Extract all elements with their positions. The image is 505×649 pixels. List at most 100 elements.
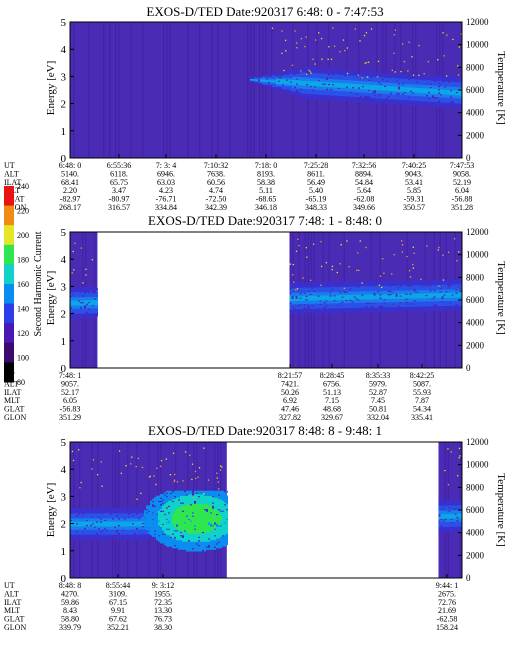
temperature-point — [426, 245, 428, 247]
y2-tick-label: 4000 — [466, 318, 485, 328]
colorbar-swatch — [4, 303, 14, 324]
y-tick-label: 5 — [61, 17, 67, 29]
colorbar-label: Second Harmonic Current — [33, 231, 44, 336]
temperature-point — [285, 50, 287, 52]
temperature-point — [378, 284, 381, 286]
temperature-point — [194, 470, 197, 473]
info-row-value: 4.74 — [209, 186, 223, 195]
temperature-point — [91, 259, 94, 261]
temperature-point — [82, 282, 84, 284]
temperature-point — [314, 63, 316, 65]
info-row-label: GLON — [4, 203, 26, 212]
temperature-point — [305, 36, 307, 38]
info-row-value: 5.11 — [259, 186, 273, 195]
info-row-value: 58.80 — [61, 615, 79, 624]
info-row-value: 5.85 — [407, 186, 421, 195]
temperature-point — [370, 28, 373, 30]
temperature-point — [72, 250, 74, 253]
temperature-point — [281, 30, 283, 32]
colorbar-tick-label: 160 — [17, 280, 29, 289]
y-tick-label: 2 — [61, 309, 67, 321]
info-row-value: -68.65 — [256, 195, 277, 204]
temperature-point — [72, 459, 75, 462]
temperature-point — [173, 480, 175, 483]
temperature-point — [207, 479, 210, 481]
panel-2: EXOS-D/TED Date:920317 7:48: 1 - 8:48: 0… — [4, 213, 505, 422]
info-row-label: GLAT — [4, 615, 25, 624]
temperature-point — [357, 252, 359, 254]
temperature-point — [401, 251, 404, 253]
y2-tick-label: 6000 — [466, 85, 485, 95]
info-row-value: 332.04 — [367, 413, 389, 422]
temperature-point — [309, 70, 311, 73]
info-row-label: GLAT — [4, 195, 25, 204]
info-row-value: 5087. — [413, 379, 431, 388]
temperature-point — [382, 258, 384, 260]
info-row-value: 6118. — [110, 169, 128, 178]
temperature-point — [182, 480, 184, 482]
info-row-label: ILAT — [4, 388, 21, 397]
info-row-value: 348.33 — [305, 203, 327, 212]
temperature-point — [443, 55, 445, 57]
temperature-point — [458, 447, 461, 450]
info-row-value: 7:25:28 — [304, 161, 328, 170]
temperature-point — [219, 469, 222, 471]
temperature-point — [217, 481, 219, 483]
temperature-point — [339, 51, 341, 53]
temperature-point — [450, 451, 452, 453]
temperature-point — [354, 28, 356, 30]
info-row-value: 7:48: 1 — [59, 371, 81, 380]
info-row-value: 2675. — [438, 589, 456, 598]
temperature-point — [294, 30, 296, 32]
y-tick-label: 4 — [61, 464, 67, 476]
temperature-point — [391, 69, 393, 72]
temperature-point — [216, 472, 218, 474]
temperature-point — [447, 251, 450, 254]
info-row-value: 334.84 — [155, 203, 177, 212]
temperature-point — [281, 52, 283, 54]
temperature-point — [346, 47, 349, 49]
info-row-value: -56.88 — [452, 195, 473, 204]
y-tick-label: 2 — [61, 99, 67, 111]
temperature-point — [357, 74, 359, 76]
temperature-point — [437, 249, 439, 251]
temperature-point — [359, 240, 361, 242]
temperature-point — [445, 75, 448, 77]
info-row-label: ALT — [4, 379, 19, 388]
panel-1-ylabel: Energy [eV] — [45, 61, 57, 115]
info-row-label: ILAT — [4, 178, 21, 187]
temperature-point — [216, 477, 218, 479]
temperature-point — [411, 56, 413, 58]
panel-1-plot-area: 0 1 2 3 4 5 0 2000 4000 6000 8000 10000 12000 UT 6:48:… — [4, 17, 489, 212]
panel-2-ylabel: Energy [eV] — [45, 271, 57, 325]
temperature-point — [330, 58, 333, 61]
info-row-label: MLT — [4, 606, 20, 615]
temperature-point — [438, 246, 440, 249]
info-row-value: 349.66 — [353, 203, 375, 212]
info-row-value: 8:42:25 — [410, 371, 434, 380]
info-row-value: 8:21:57 — [278, 371, 302, 380]
info-row-value: 5.40 — [309, 186, 323, 195]
info-row-value: -82.97 — [60, 195, 81, 204]
panel-2-title: EXOS-D/TED Date:920317 7:48: 1 - 8:48: 0 — [148, 213, 382, 228]
temperature-point — [336, 271, 338, 274]
temperature-point — [289, 263, 291, 265]
temperature-point — [343, 287, 346, 289]
info-row-value: 4.23 — [159, 186, 173, 195]
temperature-point — [407, 70, 409, 72]
temperature-point — [442, 279, 445, 281]
temperature-point — [437, 59, 439, 61]
y2-tick-label: 10000 — [466, 250, 489, 260]
info-row-value: 9.91 — [111, 606, 125, 615]
temperature-point — [444, 469, 446, 472]
temperature-point — [165, 458, 167, 460]
info-row-value: 68.41 — [61, 178, 79, 187]
temperature-point — [218, 488, 220, 490]
temperature-point — [458, 251, 460, 253]
info-row-label: ALT — [4, 169, 19, 178]
temperature-point — [304, 45, 306, 48]
info-row-value: 268.17 — [59, 203, 81, 212]
temperature-point — [327, 58, 329, 60]
info-row-value: 52.19 — [453, 178, 471, 187]
temperature-point — [295, 250, 298, 252]
